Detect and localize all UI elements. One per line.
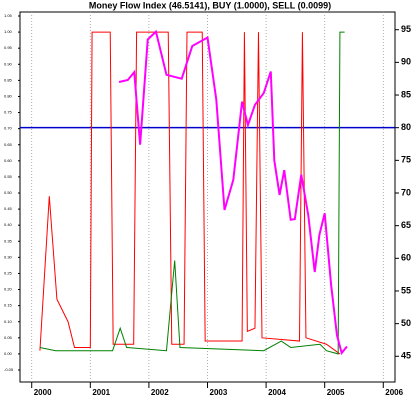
- y2-tick-label: 45: [401, 351, 411, 361]
- y-tick-label: 0.60: [4, 158, 13, 163]
- x-tick-label: 2003: [210, 388, 228, 397]
- series-line: [118, 29, 348, 356]
- y2-tick-label: 95: [401, 24, 411, 34]
- y-tick-label: 1.05: [4, 13, 13, 18]
- y-tick-label: 1.00: [4, 29, 13, 34]
- y-tick-label: 0.45: [4, 206, 13, 211]
- y2-tick-label: 50: [401, 318, 411, 328]
- y-tick-label: 0.35: [4, 238, 13, 243]
- y-tick-label: 0.85: [4, 77, 13, 82]
- y-tick-label: 0.90: [4, 61, 13, 66]
- x-tick-label: 2001: [92, 388, 110, 397]
- y2-tick-label: 65: [401, 220, 411, 230]
- y-tick-label: 0.00: [4, 351, 13, 356]
- y-tick-label: 0.05: [4, 335, 13, 340]
- series-line: [39, 31, 345, 355]
- series-line: [39, 31, 341, 355]
- y2-tick-label: 75: [401, 155, 411, 165]
- x-tick-label: 2006: [385, 388, 403, 397]
- chart-title: Money Flow Index (46.5141), BUY (1.0000)…: [89, 0, 331, 10]
- y2-tick-label: 70: [401, 187, 411, 197]
- y-tick-label: 0.70: [4, 126, 13, 131]
- x-tick-label: 2005: [327, 388, 345, 397]
- y-tick-label: 0.65: [4, 142, 13, 147]
- x-tick-label: 2004: [268, 388, 286, 397]
- y-tick-label: 0.30: [4, 254, 13, 259]
- y-tick-label: 0.55: [4, 174, 13, 179]
- y2-tick-label: 60: [401, 253, 411, 263]
- y2-tick-label: 80: [401, 122, 411, 132]
- y2-tick-label: 90: [401, 57, 411, 67]
- y-tick-label: 0.20: [4, 287, 13, 292]
- y-tick-label: -0.05: [4, 367, 14, 372]
- y-tick-label: 0.75: [4, 110, 13, 115]
- x-tick-label: 2000: [34, 388, 52, 397]
- y2-tick-label: 55: [401, 285, 411, 295]
- y2-tick-label: 85: [401, 89, 411, 99]
- y-tick-label: 0.15: [4, 303, 13, 308]
- y-tick-label: 0.80: [4, 94, 13, 99]
- y-tick-label: 0.40: [4, 222, 13, 227]
- x-tick-label: 2002: [151, 388, 169, 397]
- y-tick-label: 0.25: [4, 271, 13, 276]
- y-tick-label: 0.10: [4, 319, 13, 324]
- y-tick-label: 0.95: [4, 45, 13, 50]
- y-tick-label: 0.50: [4, 190, 13, 195]
